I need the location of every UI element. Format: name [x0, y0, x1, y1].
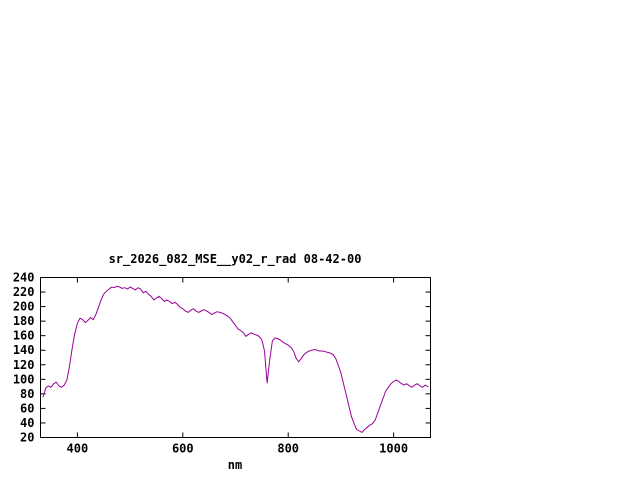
x-tick-label: 600 — [172, 442, 194, 456]
y-tick-label: 200 — [13, 300, 35, 314]
x-axis-label: nm — [228, 458, 242, 472]
x-tick-label: 400 — [67, 442, 89, 456]
plot-border — [40, 277, 431, 438]
y-tick-label: 240 — [13, 271, 35, 285]
chart-title: sr_2026_082_MSE__y02_r_rad 08-42-00 — [109, 252, 362, 267]
y-tick-label: 120 — [13, 358, 35, 372]
axis-ticks — [40, 277, 431, 438]
y-tick-label: 180 — [13, 314, 35, 328]
y-tick-label: 20 — [20, 431, 34, 445]
y-tick-label: 220 — [13, 285, 35, 299]
y-tick-label: 140 — [13, 343, 35, 357]
y-tick-label: 40 — [20, 416, 34, 430]
axis-tick-labels: 400 600 800 1000204060801001201401601802002… — [13, 271, 408, 456]
x-tick-label: 800 — [277, 442, 299, 456]
y-tick-label: 80 — [20, 387, 34, 401]
y-tick-label: 100 — [13, 372, 35, 386]
y-tick-label: 160 — [13, 329, 35, 343]
spectrum-line — [42, 285, 429, 433]
y-tick-label: 60 — [20, 401, 34, 415]
x-tick-label: 1000 — [379, 442, 408, 456]
